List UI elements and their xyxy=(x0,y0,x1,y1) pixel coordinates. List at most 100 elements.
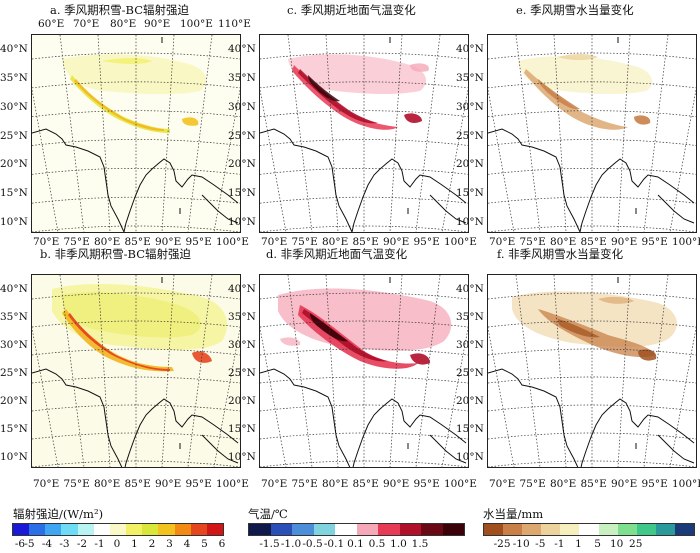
coastline xyxy=(657,194,695,224)
colorbar-tick-label: 5 xyxy=(594,538,601,550)
colorbar-tick-label: -1 xyxy=(554,538,565,550)
lat-label: 40°N xyxy=(228,283,256,295)
lon-label: 90°E xyxy=(155,478,182,490)
colorbar-swatch xyxy=(93,524,110,535)
coastline xyxy=(488,368,695,467)
lon-label: 85°E xyxy=(124,478,151,490)
lat-label: 10°N xyxy=(228,216,256,228)
lat-label: 30°N xyxy=(456,100,484,113)
coastline xyxy=(32,368,239,467)
lon-label: 70°E xyxy=(261,236,288,248)
lon-label: 90°E xyxy=(611,478,638,490)
colorbar-swatch xyxy=(356,524,378,535)
lat-label: 10°N xyxy=(0,451,28,463)
lon-label: 70°E xyxy=(33,236,60,248)
colorbar-tick-label: -1 xyxy=(94,538,105,550)
colorbar-tick-label: -4 xyxy=(41,538,53,550)
lon-label: 100°E xyxy=(216,236,249,248)
colorbar-tick-label: 4 xyxy=(183,538,191,550)
colorbar-swatch xyxy=(503,524,523,535)
colorbar-swatch xyxy=(61,524,78,535)
map-panel-d xyxy=(259,274,469,468)
coastline xyxy=(201,194,239,224)
colorbar-tick-label: -10 xyxy=(512,538,530,550)
lat-label: 15°N xyxy=(0,187,28,200)
top-lon-label: 100°E xyxy=(180,18,213,30)
map-panel-b xyxy=(31,274,241,468)
colorbar-tick-label: -5 xyxy=(24,538,35,550)
lat-label: 35°N xyxy=(228,71,256,84)
colorbar-title-temperature: 气温/℃ xyxy=(248,507,288,521)
lon-label: 75°E xyxy=(519,236,546,248)
colorbar-swatch xyxy=(190,524,207,535)
colorbar-swatch xyxy=(142,524,159,535)
lon-label: 75°E xyxy=(291,478,318,490)
lat-label: 30°N xyxy=(0,339,28,351)
colorbar-tick-label: -1.0 xyxy=(280,538,302,550)
lat-label: 35°N xyxy=(0,311,28,323)
map-canvas xyxy=(488,35,696,232)
lat-label: 35°N xyxy=(456,311,484,323)
lon-label: 75°E xyxy=(63,478,90,490)
colorbar-swatch xyxy=(249,524,271,535)
colorbar-tick-label: 5 xyxy=(201,538,208,550)
coastline xyxy=(260,368,467,467)
coastline xyxy=(657,434,695,464)
colorbar-tick-label: 0.1 xyxy=(347,538,364,550)
lat-label: 25°N xyxy=(0,367,28,379)
coastline xyxy=(488,128,695,232)
lon-label: 95°E xyxy=(185,478,212,490)
coastline xyxy=(429,194,467,224)
colorbar-forcing xyxy=(12,523,224,536)
lon-label: 95°E xyxy=(413,236,440,248)
lon-label: 80°E xyxy=(94,478,121,490)
panel-title-c: c. 季风期近地面气温变化 xyxy=(287,3,416,17)
colorbar-swatch xyxy=(674,524,695,535)
lon-label: 80°E xyxy=(550,236,577,248)
colorbar-swatch xyxy=(522,524,542,535)
colorbar-swatch xyxy=(174,524,191,535)
lat-label: 10°N xyxy=(456,451,484,463)
lat-label: 30°N xyxy=(228,339,256,351)
colorbar-tick-label: 10 xyxy=(609,538,624,550)
lat-label: 25°N xyxy=(456,367,484,379)
colorbar-swatch xyxy=(484,524,504,535)
coastline xyxy=(260,128,467,232)
panel-title-a: a. 季风期积雪-BC辐射强迫 xyxy=(50,3,190,17)
colorbar-swatch xyxy=(77,524,94,535)
colorbar-tick-label: 2 xyxy=(148,538,156,550)
coastline xyxy=(201,434,239,464)
lat-label: 20°N xyxy=(228,158,256,171)
colorbar-tick-label: -5 xyxy=(535,538,546,550)
lon-label: 85°E xyxy=(580,236,607,248)
colorbar-tick-label: -0.1 xyxy=(323,538,345,550)
lon-label: 90°E xyxy=(383,236,410,248)
colorbar-swatch xyxy=(126,524,143,535)
top-lon-label: 70°E xyxy=(73,18,100,30)
colorbar-swatch xyxy=(206,524,224,535)
lon-label: 100°E xyxy=(444,478,477,490)
lon-label: 75°E xyxy=(63,236,90,248)
colorbar-tick-label: -3 xyxy=(59,538,70,550)
colorbar-swatch xyxy=(421,524,443,535)
lon-label: 100°E xyxy=(444,236,477,248)
lon-label: 95°E xyxy=(185,236,212,248)
colorbar-swatch xyxy=(378,524,400,535)
lat-label: 30°N xyxy=(228,100,256,113)
colorbar-tick-label: 1.5 xyxy=(411,538,429,550)
lat-label: 25°N xyxy=(0,129,28,142)
colorbar-tick-label: -6 xyxy=(14,538,26,550)
colorbar-tick-label: 6 xyxy=(218,538,226,550)
lon-label: 95°E xyxy=(641,478,668,490)
map-canvas xyxy=(260,35,468,232)
panel-title-b: b. 非季风期积雪-BC辐射强迫 xyxy=(40,247,192,261)
lat-label: 15°N xyxy=(456,423,484,435)
colorbar-swatch xyxy=(292,524,314,535)
colorbar-swatch xyxy=(442,524,464,535)
colorbar-swatch xyxy=(636,524,656,535)
panel-title-e: e. 季风期雪水当量变化 xyxy=(516,3,634,17)
lon-label: 100°E xyxy=(672,236,700,248)
map-panel-c xyxy=(259,34,469,233)
lon-label: 85°E xyxy=(124,236,151,248)
map-canvas xyxy=(260,275,468,467)
